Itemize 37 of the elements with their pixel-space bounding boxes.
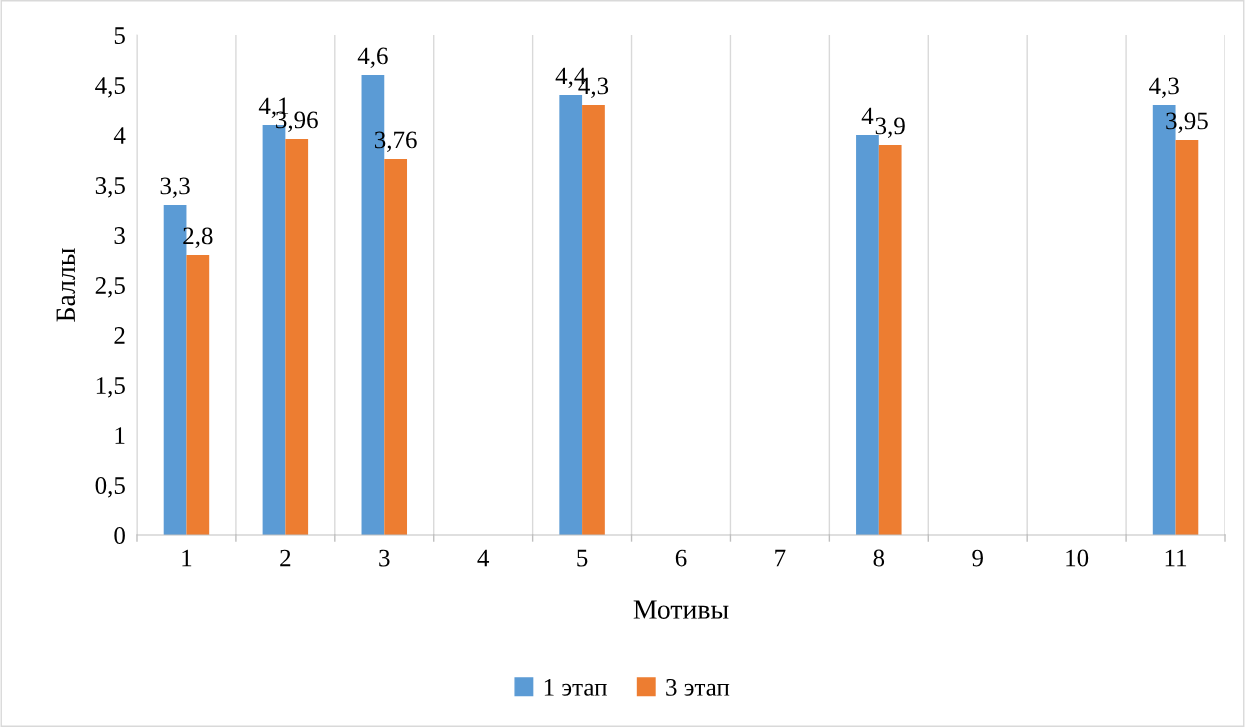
y-tick-label: 0	[114, 527, 125, 544]
legend-label: 1 этап	[544, 679, 607, 696]
y-tick-label: 2,5	[95, 277, 125, 298]
x-tick-label: 6	[675, 549, 687, 567]
bar	[582, 105, 605, 535]
y-tick-label: 4	[113, 127, 126, 144]
data-label: 4,3	[1149, 77, 1179, 98]
x-tick-label: 3	[379, 549, 390, 567]
legend-label: 3 этап	[666, 678, 730, 696]
x-tick-label: 2	[280, 549, 291, 567]
bar	[1175, 140, 1199, 535]
y-axis-title: Баллы	[56, 248, 76, 322]
data-label: 4,6	[357, 47, 388, 68]
x-tick-label: 1	[182, 549, 192, 567]
y-tick-label: 5	[114, 27, 125, 44]
y-tick-label: 0,5	[95, 477, 125, 498]
x-tick-label: 11	[1165, 549, 1187, 567]
data-label: 3,9	[875, 117, 905, 138]
x-tick-label: 10	[1066, 549, 1089, 567]
y-tick-label: 4,5	[95, 77, 125, 98]
y-tick-label: 3	[114, 227, 125, 244]
x-axis-title: Мотивы	[633, 600, 729, 619]
bar	[186, 255, 210, 535]
data-label: 3,3	[160, 177, 190, 198]
bar	[384, 159, 408, 535]
y-tick-label: 3,5	[95, 177, 125, 198]
bar	[878, 145, 902, 535]
x-tick-label: 8	[873, 549, 885, 567]
y-tick-label: 1,5	[96, 377, 125, 398]
x-tick-label: 9	[972, 549, 983, 567]
x-tick-label: 4	[477, 549, 490, 567]
x-tick-label: 5	[577, 549, 588, 567]
y-tick-label: 1	[115, 427, 125, 444]
x-tick-label: 7	[775, 549, 786, 567]
y-tick-label: 2	[114, 327, 125, 344]
bar	[285, 139, 309, 535]
data-label: 4	[861, 107, 874, 125]
